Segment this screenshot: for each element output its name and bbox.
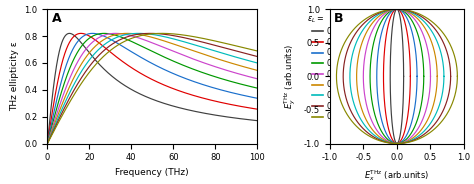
Y-axis label: $E_y^{\mathrm{THz}}$ (arb.units): $E_y^{\mathrm{THz}}$ (arb.units): [283, 44, 298, 109]
Y-axis label: THz ellipticity ε: THz ellipticity ε: [10, 41, 19, 111]
Legend: 0.1, 0.2, 0.3, 0.4, 0.5, 0.6, 0.7, 0.8, 0.9: 0.1, 0.2, 0.3, 0.4, 0.5, 0.6, 0.7, 0.8, …: [309, 12, 341, 124]
Text: B: B: [334, 12, 343, 25]
Text: A: A: [52, 12, 61, 25]
X-axis label: Frequency (THz): Frequency (THz): [116, 168, 189, 177]
X-axis label: $E_x^{\mathrm{THz}}$ (arb.units): $E_x^{\mathrm{THz}}$ (arb.units): [365, 168, 429, 183]
